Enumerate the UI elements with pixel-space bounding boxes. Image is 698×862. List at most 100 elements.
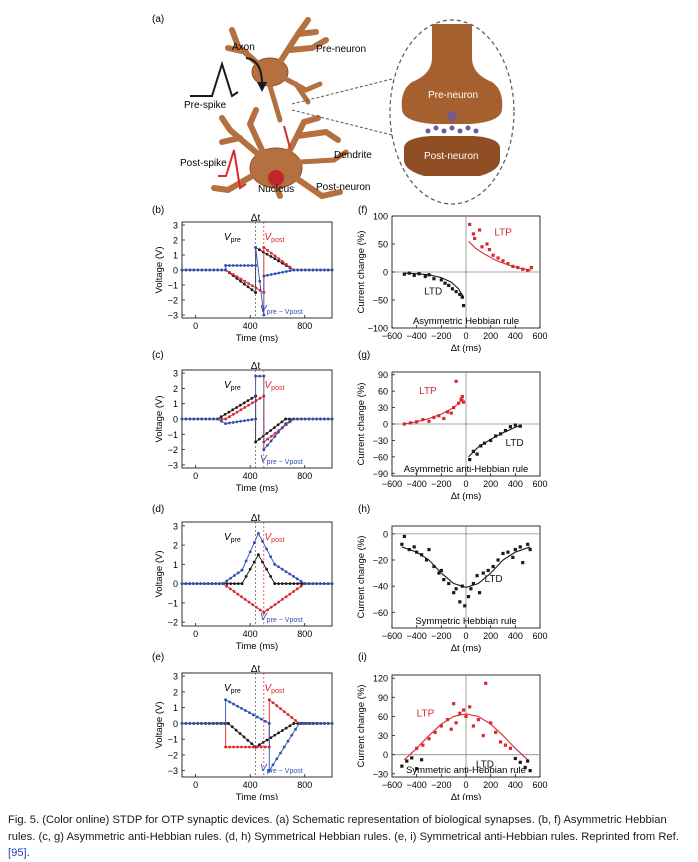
- data-point: [468, 457, 472, 462]
- data-point: [485, 242, 489, 246]
- series-point: [256, 553, 260, 557]
- series-point: [315, 582, 318, 586]
- series-point: [180, 268, 184, 272]
- data-point: [518, 545, 522, 549]
- series-point: [220, 419, 223, 423]
- data-point: [518, 760, 522, 764]
- data-point: [432, 277, 436, 281]
- y-tick-label: 90: [378, 693, 388, 703]
- series-point: [243, 279, 247, 283]
- y-tick-label: 2: [173, 687, 178, 697]
- data-point: [449, 727, 453, 731]
- series-point: [300, 268, 303, 272]
- series-point: [236, 571, 240, 575]
- series-point: [180, 722, 184, 725]
- region-label-ltd: LTD: [424, 286, 442, 297]
- series-point: [269, 273, 273, 276]
- series-point: [227, 421, 231, 425]
- series-point: [303, 417, 307, 421]
- series-line-0: [182, 553, 332, 585]
- series-point: [256, 532, 260, 535]
- y-tick-label: 0: [383, 750, 388, 760]
- series-point: [326, 268, 330, 272]
- series-point: [276, 423, 280, 427]
- series-point: [269, 429, 273, 432]
- series-point: [236, 745, 239, 749]
- series-point: [262, 448, 266, 452]
- data-point: [460, 584, 464, 588]
- series-point: [307, 417, 311, 421]
- y-axis-label: Voltage (V): [154, 551, 165, 598]
- data-point: [454, 290, 458, 294]
- region-label-ltp: LTP: [419, 386, 437, 397]
- data-point: [454, 587, 458, 591]
- label-dendrite: Dendrite: [334, 150, 372, 161]
- x-tick-label: 600: [532, 331, 547, 341]
- series-point: [288, 419, 292, 423]
- series-point: [239, 277, 243, 281]
- series-point: [244, 559, 248, 563]
- series-point: [250, 401, 254, 405]
- delta-t-label: Δt: [251, 664, 261, 675]
- data-point: [461, 304, 466, 308]
- caption-reference-link[interactable]: [95]: [8, 847, 27, 859]
- series-point: [296, 582, 300, 586]
- series-point: [271, 763, 275, 767]
- x-tick-label: 400: [508, 331, 523, 341]
- x-tick-label: −600: [382, 631, 402, 641]
- series-point: [232, 702, 235, 706]
- series-point: [228, 700, 232, 704]
- series-point: [266, 437, 269, 441]
- fit-curve-0: [401, 546, 531, 589]
- data-point: [437, 414, 441, 418]
- series-point: [281, 260, 284, 263]
- series-point: [286, 713, 290, 716]
- series-point: [273, 431, 277, 435]
- x-tick-label: 400: [508, 631, 523, 641]
- x-tick-label: 0: [193, 629, 198, 639]
- x-axis-label: Time (ms): [236, 333, 278, 344]
- series-point: [265, 567, 268, 571]
- series-point: [282, 745, 286, 749]
- series-point: [199, 582, 202, 586]
- series-point: [200, 722, 204, 725]
- region-label-ltd: LTD: [505, 438, 523, 449]
- series-point: [238, 732, 242, 735]
- rule-title: Symmetric Hebbian rule: [415, 616, 516, 627]
- series-point: [307, 582, 311, 586]
- series-point: [296, 417, 300, 421]
- series-point: [275, 704, 279, 708]
- fit-curve-0: [404, 272, 465, 298]
- data-point: [471, 581, 475, 586]
- series-point: [290, 716, 294, 719]
- series-point: [196, 417, 200, 421]
- data-point: [463, 604, 467, 608]
- data-point: [489, 438, 493, 443]
- y-tick-label: −3: [168, 766, 178, 776]
- series-point: [263, 719, 267, 723]
- series-point: [311, 268, 315, 272]
- x-tick-label: 400: [243, 780, 258, 790]
- rule-title: Symmetric anti-Hebbian rule: [406, 765, 526, 776]
- series-point: [226, 722, 230, 725]
- vpre-label: Vpre: [224, 232, 241, 244]
- series-point: [188, 268, 192, 272]
- data-point: [464, 714, 468, 719]
- series-point: [238, 403, 242, 407]
- series-point: [217, 582, 221, 586]
- post-spike-arrow-icon: [283, 125, 291, 149]
- data-point: [412, 273, 416, 277]
- y-tick-label: −1: [168, 735, 178, 745]
- series-point: [180, 417, 184, 421]
- x-tick-label: −400: [407, 780, 427, 790]
- series-point: [208, 722, 212, 725]
- data-point: [458, 600, 462, 604]
- chart-i: (i) 120 90 60 30 0 −30−600 −400 −200 0 200 400 600 Δt…: [356, 652, 548, 800]
- series-point: [330, 268, 334, 272]
- data-point: [477, 228, 482, 232]
- series-point: [239, 408, 243, 412]
- data-point: [526, 542, 530, 546]
- series-point: [301, 722, 305, 725]
- y-tick-label: −2: [168, 445, 178, 455]
- vpost-label: Vpost: [265, 232, 285, 244]
